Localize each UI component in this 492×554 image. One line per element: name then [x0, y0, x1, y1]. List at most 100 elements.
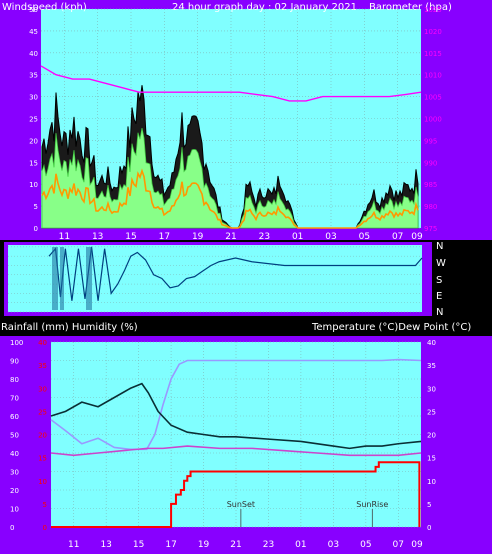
p1-ytick-right: 1015 — [424, 50, 442, 58]
p3-xtick: 11 — [68, 540, 79, 550]
p3-xtick: 13 — [100, 540, 111, 550]
p1-xtick: 15 — [125, 232, 136, 242]
dir-label-w: W — [436, 258, 446, 269]
p1-ytick-right: 1005 — [424, 94, 442, 102]
p1-xtick: 03 — [325, 232, 336, 242]
p3-ytick-humidity: 10 — [10, 506, 19, 514]
p3-xtick: 05 — [360, 540, 371, 550]
panel1-title: 24 hour graph day : 02 January 2021 — [172, 2, 357, 13]
p1-ytick-left: 20 — [29, 137, 38, 145]
p3-ytick-humidity: 20 — [10, 487, 19, 495]
p3-ytick-humidity: 70 — [10, 395, 19, 403]
p1-ytick-left: 10 — [29, 181, 38, 189]
p1-ytick-right: 1000 — [424, 116, 442, 124]
windspeed-axis-label: Windspeed (kph) — [2, 2, 87, 13]
p1-xtick: 13 — [92, 232, 103, 242]
rainfall-line — [51, 461, 421, 528]
windspeed-series — [41, 85, 419, 229]
dir-label-s: S — [436, 275, 442, 286]
p3-ytick-humidity: 0 — [10, 524, 14, 532]
p3-ytick-humidity: 80 — [10, 376, 19, 384]
p3-xtick: 15 — [133, 540, 144, 550]
p1-ytick-left: 25 — [29, 116, 38, 124]
p1-ytick-right: 975 — [424, 225, 437, 233]
p3-ytick-temp: 40 — [427, 339, 436, 347]
p3-ytick-rain: 5 — [43, 501, 47, 509]
windspeed-avg-line — [41, 168, 419, 229]
p1-ytick-left: 40 — [29, 50, 38, 58]
sunrise-label: SunRise — [356, 500, 388, 509]
p3-ytick-rain: 40 — [38, 339, 47, 347]
p3-ytick-temp: 5 — [427, 501, 431, 509]
humidity-line — [50, 358, 422, 451]
p1-ytick-right: 995 — [424, 137, 437, 145]
p3-xtick: 03 — [328, 540, 339, 550]
p3-xtick: 19 — [198, 540, 210, 550]
dewpoint-line — [50, 445, 422, 457]
p1-xtick: 11 — [59, 232, 70, 242]
p1-xtick: 07 — [392, 232, 403, 242]
p3-ytick-humidity: 60 — [10, 413, 19, 421]
p3-xtick: 01 — [295, 540, 306, 550]
p3-xtick: 09 — [411, 540, 423, 550]
p1-xtick: 19 — [192, 232, 204, 242]
wind-direction-bar — [52, 247, 58, 310]
p1-ytick-left: 45 — [29, 28, 38, 36]
wind-direction-bar — [60, 247, 64, 310]
p1-ytick-right: 990 — [424, 159, 437, 167]
p1-ytick-left: 15 — [29, 159, 38, 167]
p3-xtick: 23 — [263, 540, 274, 550]
direction-labels: N W S E N — [436, 241, 446, 318]
p1-ytick-left: 5 — [34, 203, 38, 211]
sunset-label: SunSet — [227, 500, 255, 509]
p3-ytick-humidity: 100 — [10, 339, 23, 347]
p3-ytick-temp: 15 — [427, 455, 436, 463]
p1-xtick: 09 — [411, 232, 423, 242]
p3-ytick-humidity: 50 — [10, 432, 19, 440]
p1-xtick: 23 — [259, 232, 270, 242]
p1-ytick-right: 1010 — [424, 72, 442, 80]
p1-xtick: 01 — [292, 232, 303, 242]
p1-ytick-right: 1025 — [424, 6, 442, 14]
barometer-line — [40, 65, 422, 102]
p3-ytick-rain: 35 — [38, 362, 47, 370]
p3-ytick-humidity: 30 — [10, 469, 19, 477]
p3-ytick-rain: 25 — [38, 408, 47, 416]
p1-ytick-right: 980 — [424, 203, 437, 211]
p3-ytick-temp: 20 — [427, 432, 436, 440]
p1-xtick: 21 — [225, 232, 236, 242]
p3-xtick: 21 — [230, 540, 241, 550]
dir-label-e: E — [436, 291, 442, 302]
p1-ytick-left: 30 — [29, 94, 38, 102]
p3-ytick-rain: 15 — [38, 455, 47, 463]
p3-ytick-temp: 35 — [427, 362, 436, 370]
p3-ytick-rain: 0 — [43, 524, 47, 532]
dir-label-n-bottom: N — [436, 307, 443, 318]
p3-ytick-temp: 30 — [427, 385, 436, 393]
p3-ytick-temp: 10 — [427, 478, 436, 486]
p1-ytick-left: 0 — [34, 225, 38, 233]
p3-xtick: 17 — [165, 540, 176, 550]
dir-label-n-top: N — [436, 241, 443, 252]
wind-direction-line — [48, 246, 423, 301]
panel2-plot-area — [8, 245, 422, 312]
p1-xtick: 17 — [159, 232, 170, 242]
p1-ytick-left: 35 — [29, 72, 38, 80]
p3-ytick-temp: 25 — [427, 408, 436, 416]
p1-ytick-left: 50 — [29, 6, 38, 14]
p3-ytick-temp: 0 — [427, 524, 431, 532]
temperature-line — [50, 382, 422, 450]
wind-direction-bar — [86, 247, 92, 310]
p1-ytick-right: 1020 — [424, 28, 442, 36]
p1-ytick-right: 985 — [424, 181, 437, 189]
p1-xtick: 05 — [359, 232, 370, 242]
p3-ytick-humidity: 40 — [10, 450, 19, 458]
p3-xtick: 07 — [393, 540, 404, 550]
p3-ytick-rain: 20 — [38, 432, 47, 440]
p3-ytick-rain: 10 — [38, 478, 47, 486]
rain-humidity-axis-label: Rainfall (mm) Humidity (%) — [1, 322, 138, 333]
p3-ytick-humidity: 90 — [10, 358, 19, 366]
barometer-axis-label: Barometer (hpa) — [369, 2, 452, 13]
temp-dew-axis-label: Temperature (°C)Dew Point (°C) — [311, 322, 471, 333]
